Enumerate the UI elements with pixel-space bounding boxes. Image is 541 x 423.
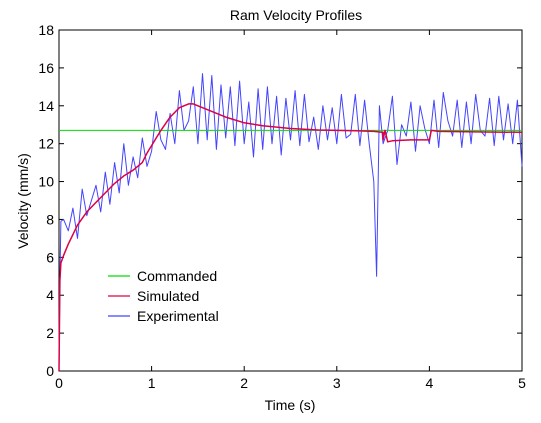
y-tick-label: 10: [38, 174, 54, 190]
y-tick-label: 14: [38, 98, 54, 114]
y-tick-label: 0: [46, 363, 54, 379]
y-tick-label: 16: [38, 60, 54, 76]
plot-area: [58, 29, 523, 372]
x-tick-label: 0: [55, 375, 63, 391]
legend-label-commanded: Commanded: [137, 268, 217, 284]
y-tick-label: 8: [46, 211, 54, 227]
y-tick-label: 18: [38, 22, 54, 38]
x-tick-label: 4: [426, 375, 434, 391]
y-tick-label: 2: [46, 325, 54, 341]
x-tick-label: 5: [518, 375, 526, 391]
x-axis-label: Time (s): [265, 397, 316, 413]
y-tick-label: 4: [46, 287, 54, 303]
series-line-experimental: [58, 73, 523, 372]
x-tick-label: 1: [148, 375, 156, 391]
y-tick-label: 12: [38, 136, 54, 152]
legend-label-simulated: Simulated: [137, 288, 199, 304]
x-tick-label: 2: [240, 375, 248, 391]
series-line-simulated: [58, 103, 523, 372]
y-axis-label: Velocity (mm/s): [15, 153, 31, 249]
legend-label-experimental: Experimental: [137, 308, 219, 324]
x-tick-label: 3: [333, 375, 341, 391]
y-tick-label: 6: [46, 249, 54, 265]
chart-title: Ram Velocity Profiles: [230, 7, 362, 23]
